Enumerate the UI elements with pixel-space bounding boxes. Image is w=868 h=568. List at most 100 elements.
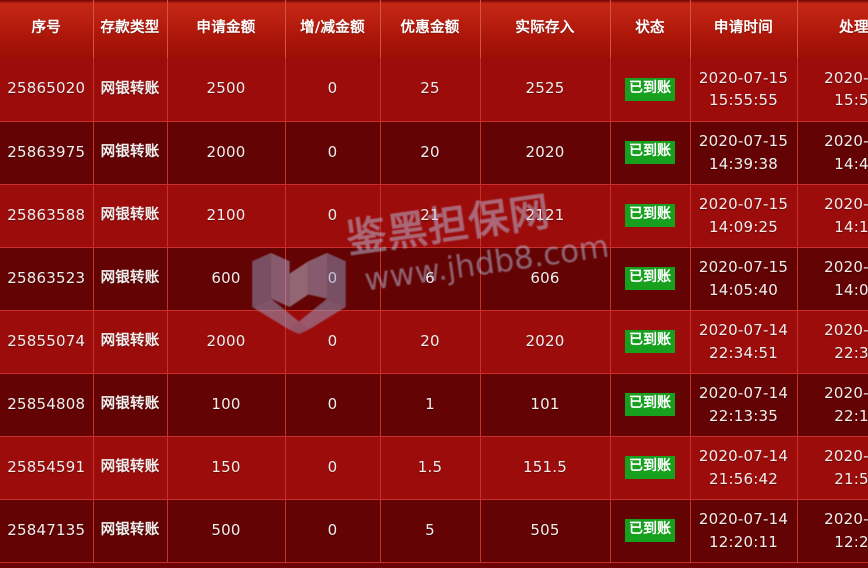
cell-adjust: 0 bbox=[285, 58, 381, 122]
cell-adjust: 0 bbox=[285, 436, 381, 500]
cell-deal-time-time: 21:57:14 bbox=[834, 469, 868, 488]
cell-apply: 2000 bbox=[167, 310, 286, 374]
cell-deal-time-time: 12:21:11 bbox=[834, 532, 868, 551]
column-header-actual[interactable]: 实际存入 bbox=[480, 0, 611, 58]
table-row[interactable]: 25863523 网银转账 600 0 6 606 已到账 2020-07-15 14:05:4… bbox=[0, 247, 868, 311]
status-badge: 已到账 bbox=[625, 204, 675, 227]
cell-deal-time: 2020-07-14 22:35:42 bbox=[797, 310, 868, 374]
column-header-id[interactable]: 序号 bbox=[0, 0, 94, 58]
cell-apply: 2100 bbox=[167, 184, 286, 248]
cell-deal-time: 2020-07-14 22:14:05 bbox=[797, 373, 868, 437]
cell-id: 25855074 bbox=[0, 310, 94, 374]
cell-deal-time-date: 2020-07-14 bbox=[824, 321, 868, 339]
cell-type: 网银转账 bbox=[93, 310, 168, 374]
cell-apply-time-time: 15:55:55 bbox=[709, 91, 778, 110]
cell-apply: 100 bbox=[167, 373, 286, 437]
table-row[interactable]: 25847135 网银转账 500 0 5 505 已到账 2020-07-14 12:20:1… bbox=[0, 499, 868, 563]
column-header-apply-time[interactable]: 申请时间 bbox=[690, 0, 798, 58]
cell-status: 已到账 bbox=[610, 373, 691, 437]
column-header-deal-time[interactable]: 处理时间 bbox=[797, 0, 868, 58]
cell-apply: 600 bbox=[167, 247, 286, 311]
cell-apply-time-date: 2020-07-14 bbox=[698, 321, 789, 339]
cell-apply: 2000 bbox=[167, 121, 286, 185]
cell-status: 已到账 bbox=[610, 436, 691, 500]
cell-apply-time-date: 2020-07-15 bbox=[698, 68, 789, 87]
cell-status: 已到账 bbox=[610, 499, 691, 563]
cell-id: 25863975 bbox=[0, 121, 94, 185]
cell-deal-time-date: 2020-07-14 bbox=[824, 447, 868, 465]
cell-actual: 2020 bbox=[480, 121, 611, 185]
cell-id: 25854808 bbox=[0, 373, 94, 437]
cell-adjust: 0 bbox=[285, 121, 381, 185]
table-body: 25865020 网银转账 2500 0 25 2525 已到账 2020-07-15 15:5… bbox=[0, 58, 868, 563]
cell-bonus: 21 bbox=[380, 184, 481, 248]
cell-apply-time-date: 2020-07-15 bbox=[698, 258, 789, 276]
cell-adjust: 0 bbox=[285, 247, 381, 311]
column-header-apply[interactable]: 申请金额 bbox=[167, 0, 286, 58]
cell-deal-time: 2020-07-14 21:57:14 bbox=[797, 436, 868, 500]
status-badge: 已到账 bbox=[625, 456, 675, 479]
cell-deal-time: 2020-07-15 14:10:11 bbox=[797, 184, 868, 248]
cell-apply-time-date: 2020-07-15 bbox=[698, 195, 789, 213]
cell-apply-time: 2020-07-15 14:05:40 bbox=[690, 247, 798, 311]
table-row[interactable]: 25863975 网银转账 2000 0 20 2020 已到账 2020-07-15 14:3… bbox=[0, 121, 868, 185]
cell-bonus: 1 bbox=[380, 373, 481, 437]
cell-type: 网银转账 bbox=[93, 184, 168, 248]
cell-apply-time-date: 2020-07-14 bbox=[698, 384, 789, 402]
cell-status: 已到账 bbox=[610, 184, 691, 248]
cell-type: 网银转账 bbox=[93, 247, 168, 311]
cell-apply-time: 2020-07-14 12:20:11 bbox=[690, 499, 798, 563]
cell-adjust: 0 bbox=[285, 184, 381, 248]
cell-deal-time-time: 22:35:42 bbox=[834, 343, 868, 362]
cell-bonus: 25 bbox=[380, 58, 481, 122]
cell-deal-time-time: 14:06:13 bbox=[834, 280, 868, 299]
status-badge: 已到账 bbox=[625, 267, 675, 290]
cell-apply-time-date: 2020-07-15 bbox=[698, 132, 789, 150]
cell-apply-time-time: 14:09:25 bbox=[709, 217, 778, 236]
cell-type: 网银转账 bbox=[93, 499, 168, 563]
cell-id: 25863588 bbox=[0, 184, 94, 248]
cell-bonus: 20 bbox=[380, 310, 481, 374]
cell-actual: 2121 bbox=[480, 184, 611, 248]
cell-apply-time: 2020-07-15 15:55:55 bbox=[690, 58, 798, 122]
cell-apply-time-time: 14:05:40 bbox=[709, 280, 778, 299]
table-row[interactable]: 25854808 网银转账 100 0 1 101 已到账 2020-07-14 22:13:3… bbox=[0, 373, 868, 437]
table-row[interactable]: 25865020 网银转账 2500 0 25 2525 已到账 2020-07-15 15:5… bbox=[0, 58, 868, 122]
cell-id: 25854591 bbox=[0, 436, 94, 500]
cell-status: 已到账 bbox=[610, 247, 691, 311]
column-header-adjust[interactable]: 增/减金额 bbox=[285, 0, 381, 58]
cell-adjust: 0 bbox=[285, 310, 381, 374]
cell-actual: 2525 bbox=[480, 58, 611, 122]
cell-apply-time-time: 12:20:11 bbox=[709, 532, 778, 551]
cell-deal-time: 2020-07-14 12:21:11 bbox=[797, 499, 868, 563]
status-badge: 已到账 bbox=[625, 330, 675, 353]
table-row[interactable]: 25854591 网银转账 150 0 1.5 151.5 已到账 2020-07-14 21:… bbox=[0, 436, 868, 500]
cell-apply-time: 2020-07-14 22:34:51 bbox=[690, 310, 798, 374]
cell-apply-time: 2020-07-15 14:39:38 bbox=[690, 121, 798, 185]
status-badge: 已到账 bbox=[625, 141, 675, 164]
cell-apply-time-date: 2020-07-14 bbox=[698, 510, 789, 528]
cell-apply: 2500 bbox=[167, 58, 286, 122]
cell-type: 网银转账 bbox=[93, 121, 168, 185]
table-header: 序号 存款类型 申请金额 增/减金额 优惠金额 实际存入 状态 申请时间 处理时… bbox=[0, 0, 868, 58]
column-header-type[interactable]: 存款类型 bbox=[93, 0, 168, 58]
column-header-status[interactable]: 状态 bbox=[610, 0, 691, 58]
cell-status: 已到账 bbox=[610, 58, 691, 122]
table-row[interactable]: 25855074 网银转账 2000 0 20 2020 已到账 2020-07-14 22:3… bbox=[0, 310, 868, 374]
cell-apply: 150 bbox=[167, 436, 286, 500]
cell-status: 已到账 bbox=[610, 310, 691, 374]
cell-deal-time-date: 2020-07-15 bbox=[824, 258, 868, 276]
table-row[interactable]: 25863588 网银转账 2100 0 21 2121 已到账 2020-07-15 14:0… bbox=[0, 184, 868, 248]
cell-id: 25847135 bbox=[0, 499, 94, 563]
status-badge: 已到账 bbox=[625, 393, 675, 416]
cell-deal-time: 2020-07-15 15:57:37 bbox=[797, 58, 868, 122]
cell-deal-time-date: 2020-07-14 bbox=[824, 384, 868, 402]
cell-deal-time-time: 14:10:11 bbox=[834, 217, 868, 236]
cell-type: 网银转账 bbox=[93, 436, 168, 500]
cell-actual: 505 bbox=[480, 499, 611, 563]
cell-deal-time: 2020-07-15 14:06:13 bbox=[797, 247, 868, 311]
cell-apply: 500 bbox=[167, 499, 286, 563]
column-header-bonus[interactable]: 优惠金额 bbox=[380, 0, 481, 58]
cell-deal-time-date: 2020-07-15 bbox=[824, 132, 868, 150]
